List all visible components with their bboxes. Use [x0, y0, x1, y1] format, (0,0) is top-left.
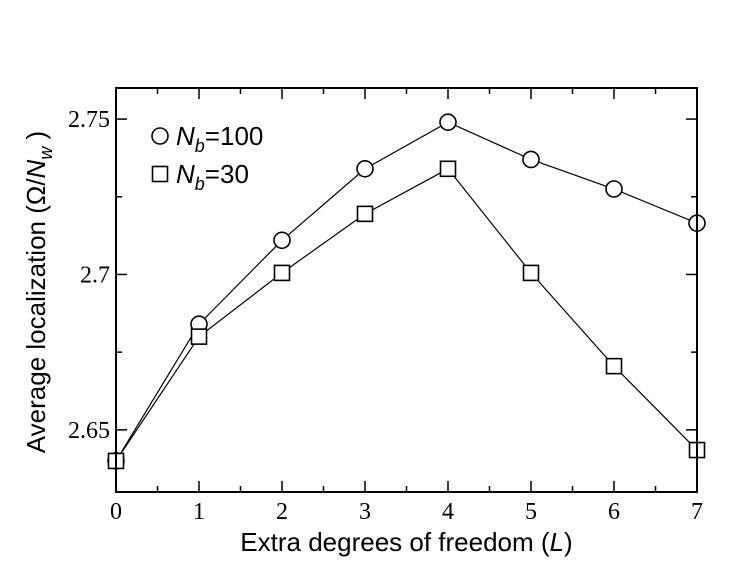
x-tick-label: 0 — [110, 499, 122, 525]
legend-label-var: N — [176, 159, 195, 189]
y-axis-title-var: N — [21, 159, 51, 178]
data-point-square — [273, 264, 291, 282]
legend-label-var: N — [176, 121, 195, 151]
series-2 — [107, 160, 706, 470]
x-tick-label: 1 — [193, 499, 205, 525]
data-point-circle — [273, 231, 291, 250]
data-point-square — [522, 264, 540, 282]
legend-label-rest: =30 — [205, 159, 249, 189]
series-line — [115, 168, 698, 462]
x-tick-label: 2 — [276, 499, 288, 525]
y-tick-label: 2.7 — [80, 262, 110, 288]
legend-label-sub: b — [195, 174, 205, 194]
y-axis-title-sub: w — [36, 146, 56, 160]
x-tick-label: 7 — [691, 499, 703, 525]
y-axis-title-text: Average localization (Ω/ — [21, 178, 51, 454]
series-line — [115, 121, 698, 462]
x-tick-label: 3 — [359, 499, 371, 525]
y-tick-label: 2.75 — [68, 107, 110, 133]
legend-label-rest: =100 — [205, 121, 264, 151]
y-axis-title-close: ) — [21, 131, 51, 147]
x-tick-label: 4 — [442, 499, 454, 525]
data-point-square — [356, 205, 374, 223]
x-axis-title: Extra degrees of freedom (L) — [240, 527, 572, 557]
data-point-square — [605, 357, 623, 375]
series-1 — [107, 113, 706, 470]
plot-layer — [107, 113, 706, 470]
x-axis-title-close: ) — [564, 527, 573, 557]
data-point-circle — [522, 150, 540, 169]
axes: 0 1 2 3 4 5 6 7 2.65 2.7 2.75 Extra degrees of free… — [21, 87, 703, 557]
y-axis-title: Average localization (Ω/Nw ) — [21, 131, 56, 453]
x-axis-title-text: Extra degrees of freedom ( — [240, 527, 550, 557]
y-tick-label: 2.65 — [68, 418, 110, 444]
x-axis-title-var: L — [550, 527, 564, 557]
data-point-circle — [605, 180, 623, 198]
legend-label: Nb=100 — [176, 121, 263, 156]
legend-marker-square — [151, 165, 169, 183]
x-tick-label: 6 — [608, 499, 620, 525]
x-tick-label: 5 — [525, 499, 537, 525]
legend-label: Nb=30 — [176, 159, 249, 194]
legend-marker-circle — [151, 127, 169, 145]
legend-label-sub: b — [195, 136, 205, 156]
data-point-square — [439, 160, 457, 178]
data-point-square — [190, 328, 208, 345]
data-point-circle — [439, 113, 457, 131]
data-point-circle — [356, 160, 374, 178]
